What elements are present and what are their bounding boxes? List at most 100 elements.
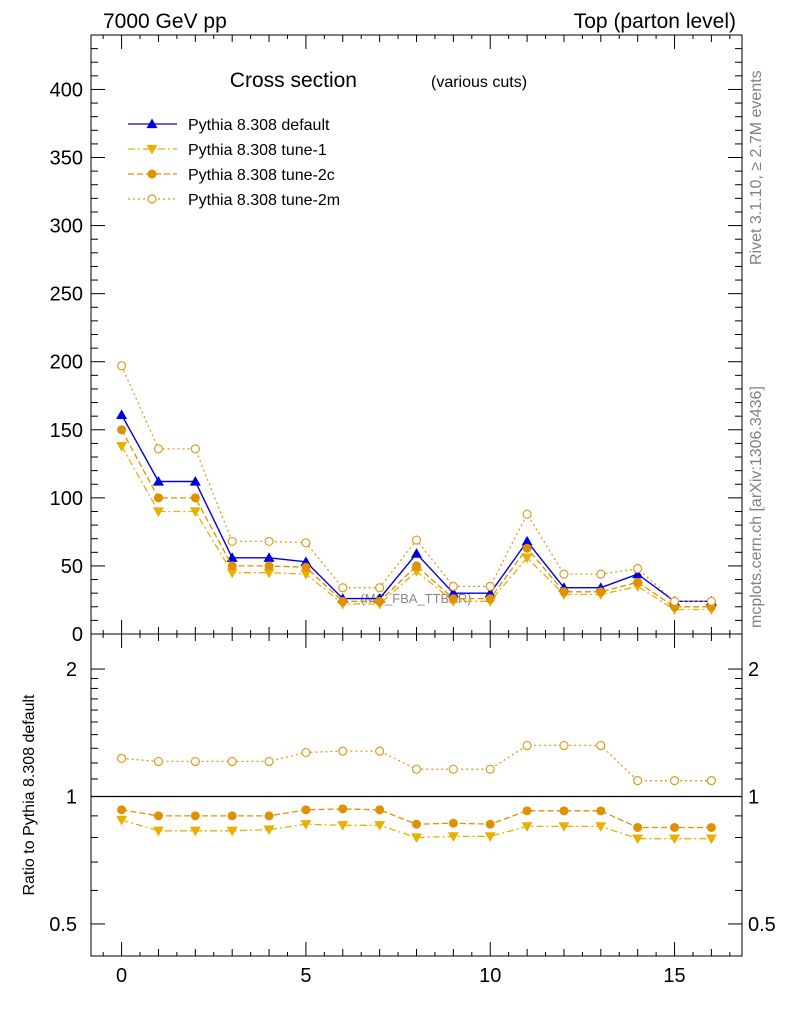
ratio-pythia-8-308-tune-2m-point bbox=[596, 740, 606, 751]
main-pythia-8-308-default-point bbox=[447, 587, 459, 598]
main-pythia-8-308-tune-2c-point bbox=[190, 493, 200, 503]
legend-pythia-8-308-default-marker bbox=[146, 118, 158, 129]
x-axis: 0 5 10 15 bbox=[102, 35, 731, 987]
main-pythia-8-308-tune-2m-point bbox=[448, 581, 458, 591]
main-pythia-8-308-tune-2c-point bbox=[485, 594, 495, 604]
ratio-series bbox=[116, 740, 717, 845]
mcplots-label: mcplots.cern.ch [arXiv:1306.3436] bbox=[748, 386, 765, 628]
main-y-axis: 0 50 100 150 200 250 300 350 400 bbox=[50, 48, 742, 646]
main-pythia-8-308-tune-2c-point bbox=[227, 561, 237, 571]
legend-pythia-8-308-tune-2m-label: Pythia 8.308 tune-2m bbox=[188, 192, 340, 209]
ratio-pythia-8-308-tune-2c-point bbox=[301, 805, 311, 815]
ratio-pythia-8-308-tune-1-point bbox=[300, 820, 312, 830]
main-pythia-8-308-tune-1-point bbox=[226, 568, 238, 579]
main-y-tick-label: 150 bbox=[50, 420, 83, 442]
ratio-pythia-8-308-tune-2c-point bbox=[227, 811, 237, 821]
main-pythia-8-308-tune-2c-point bbox=[153, 493, 163, 503]
main-y-tick-label: 350 bbox=[50, 148, 83, 170]
ratio-pythia-8-308-tune-2c-point bbox=[596, 806, 606, 816]
main-pythia-8-308-tune-2c-line bbox=[121, 429, 712, 608]
main-pythia-8-308-tune-2m-point bbox=[375, 583, 385, 593]
ratio-pythia-8-308-tune-1-line bbox=[121, 819, 712, 840]
ratio-pythia-8-308-tune-1-point bbox=[521, 822, 533, 832]
main-pythia-8-308-tune-2m-point bbox=[633, 564, 643, 574]
ratio-pythia-8-308-tune-2c-point bbox=[485, 819, 495, 829]
main-pythia-8-308-default-point bbox=[411, 548, 422, 558]
x-tick-label: 5 bbox=[300, 965, 311, 987]
ratio-pythia-8-308-tune-1-point bbox=[705, 834, 717, 845]
ratio-pythia-8-308-tune-1-point bbox=[263, 825, 275, 836]
main-pythia-8-308-tune-2c-point bbox=[596, 587, 606, 597]
ratio-pythia-8-308-tune-1-point bbox=[595, 822, 607, 832]
main-pythia-8-308-default-point bbox=[300, 556, 312, 566]
ratio-pythia-8-308-tune-1-point bbox=[152, 826, 164, 837]
main-pythia-8-308-tune-2m-point bbox=[522, 509, 532, 519]
main-pythia-8-308-default-point bbox=[226, 552, 238, 562]
ratio-pythia-8-308-tune-2m-point bbox=[375, 746, 385, 756]
main-pythia-8-308-tune-1-point bbox=[300, 569, 312, 580]
x-tick-label: 15 bbox=[663, 965, 685, 987]
legend-pythia-8-308-default-label: Pythia 8.308 default bbox=[188, 117, 330, 134]
main-pythia-8-308-tune-1-point bbox=[263, 568, 275, 579]
legend-pythia-8-308-tune-1-label: Pythia 8.308 tune-1 bbox=[188, 142, 327, 159]
ratio-pythia-8-308-tune-2m-point bbox=[669, 776, 680, 786]
ratio-pythia-8-308-tune-2c-point bbox=[522, 806, 532, 816]
main-y-tick-label: 400 bbox=[50, 79, 83, 101]
main-pythia-8-308-tune-2m-point bbox=[264, 536, 274, 547]
main-pythia-8-308-tune-2c-point bbox=[375, 596, 385, 606]
main-pythia-8-308-tune-2m-point bbox=[301, 538, 311, 548]
ratio-pythia-8-308-tune-2c-point bbox=[559, 806, 569, 816]
ratio-pythia-8-308-tune-2m-point bbox=[411, 764, 422, 774]
main-y-tick-label: 300 bbox=[50, 216, 83, 238]
main-pythia-8-308-tune-1-point bbox=[521, 553, 533, 564]
ratio-pythia-8-308-tune-2c-point bbox=[412, 819, 421, 829]
main-pythia-8-308-tune-2c-point bbox=[412, 561, 421, 571]
rivet-label: Rivet 3.1.10, ≥ 2.7M events bbox=[748, 70, 765, 265]
ratio-pythia-8-308-tune-2m-point bbox=[301, 747, 311, 758]
ratio-pythia-8-308-tune-2m-point bbox=[522, 740, 532, 751]
ratio-pythia-8-308-tune-2m-point bbox=[706, 776, 717, 786]
ratio-pythia-8-308-tune-2m-point bbox=[485, 764, 495, 774]
ratio-pythia-8-308-tune-1-point bbox=[632, 834, 644, 845]
ratio-ylabel: Ratio to Pythia 8.308 default bbox=[21, 694, 38, 896]
main-pythia-8-308-tune-2c-point bbox=[559, 587, 569, 597]
ratio-pythia-8-308-tune-2m-point bbox=[227, 756, 237, 767]
main-pythia-8-308-tune-2m-point bbox=[116, 361, 127, 371]
main-y-tick-label: 250 bbox=[50, 284, 83, 306]
ratio-pythia-8-308-tune-2m-point bbox=[559, 740, 569, 751]
main-pythia-8-308-tune-1-point bbox=[152, 507, 164, 517]
main-pythia-8-308-tune-2m-point bbox=[669, 596, 680, 606]
ratio-pythia-8-308-tune-2m-point bbox=[633, 776, 643, 786]
main-pythia-8-308-tune-2m-point bbox=[559, 569, 569, 579]
ratio-pythia-8-308-tune-2m-point bbox=[153, 756, 164, 767]
analysis-watermark: (MC_FBA_TTBAR) bbox=[360, 591, 471, 606]
ratio-pythia-8-308-tune-1-point bbox=[226, 826, 238, 837]
header-left: 7000 GeV pp bbox=[103, 10, 227, 33]
ratio-y-tick-label: 2 bbox=[66, 659, 77, 681]
ratio-pythia-8-308-tune-2c-point bbox=[706, 822, 716, 832]
legend-pythia-8-308-tune-2c-label: Pythia 8.308 tune-2c bbox=[188, 167, 335, 184]
ratio-panel: 0.5 0.5 1 1 2 2 Ratio to Pythia 8.308 default… bbox=[21, 35, 776, 987]
ratio-pythia-8-308-tune-1-point bbox=[374, 821, 386, 831]
main-series bbox=[116, 361, 717, 615]
main-pythia-8-308-default-point bbox=[189, 476, 201, 486]
legend-pythia-8-308-tune-1-marker bbox=[146, 144, 158, 155]
legend-pythia-8-308-tune-2c-marker bbox=[147, 169, 157, 179]
main-pythia-8-308-tune-2m-point bbox=[227, 536, 237, 547]
x-tick-label: 0 bbox=[116, 965, 127, 987]
ratio-pythia-8-308-tune-2c-point bbox=[375, 805, 385, 815]
ratio-y-tick-label-right: 0.5 bbox=[748, 914, 776, 936]
main-pythia-8-308-tune-2m-point bbox=[411, 535, 422, 545]
ratio-pythia-8-308-tune-2m-line bbox=[121, 744, 712, 782]
main-y-tick-label: 50 bbox=[61, 556, 83, 578]
main-pythia-8-308-tune-2m-point bbox=[596, 569, 606, 579]
main-pythia-8-308-tune-1-line bbox=[121, 445, 712, 611]
main-pythia-8-308-tune-2m-point bbox=[190, 444, 200, 454]
x-tick-label: 10 bbox=[479, 965, 501, 987]
main-pythia-8-308-tune-1-point bbox=[116, 442, 128, 452]
ratio-pythia-8-308-tune-1-point bbox=[669, 834, 681, 845]
ratio-pythia-8-308-tune-1-point bbox=[558, 822, 570, 832]
ratio-pythia-8-308-tune-1-point bbox=[484, 832, 496, 842]
ratio-pythia-8-308-tune-1-point bbox=[447, 832, 459, 842]
